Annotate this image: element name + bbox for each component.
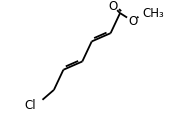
- Text: O: O: [108, 0, 118, 13]
- Text: Cl: Cl: [25, 99, 36, 112]
- Text: CH₃: CH₃: [143, 7, 164, 20]
- Text: O: O: [128, 15, 138, 28]
